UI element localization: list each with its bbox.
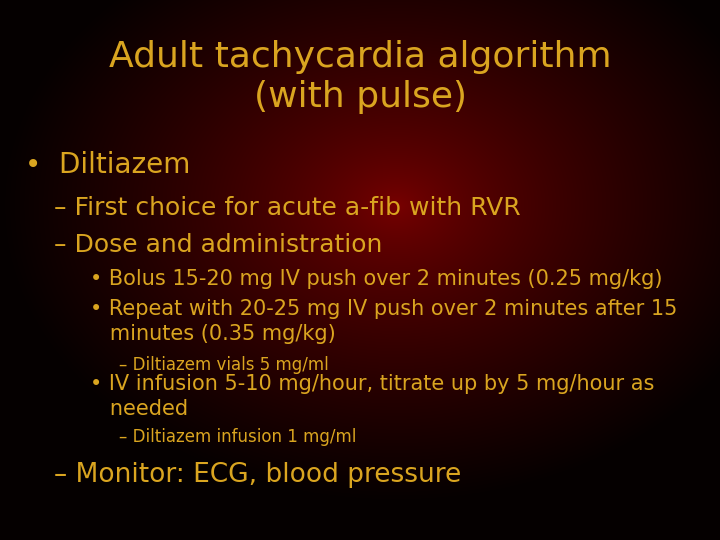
- Text: •  Diltiazem: • Diltiazem: [25, 151, 191, 179]
- Text: – First choice for acute a-fib with RVR: – First choice for acute a-fib with RVR: [54, 196, 521, 220]
- Text: – Diltiazem infusion 1 mg/ml: – Diltiazem infusion 1 mg/ml: [119, 428, 356, 447]
- Text: (with pulse): (with pulse): [253, 80, 467, 114]
- Text: Adult tachycardia algorithm: Adult tachycardia algorithm: [109, 40, 611, 73]
- Text: • Repeat with 20-25 mg IV push over 2 minutes after 15
   minutes (0.35 mg/kg): • Repeat with 20-25 mg IV push over 2 mi…: [90, 299, 678, 343]
- Text: • IV infusion 5-10 mg/hour, titrate up by 5 mg/hour as
   needed: • IV infusion 5-10 mg/hour, titrate up b…: [90, 375, 654, 419]
- Text: • Bolus 15-20 mg IV push over 2 minutes (0.25 mg/kg): • Bolus 15-20 mg IV push over 2 minutes …: [90, 269, 662, 289]
- Text: – Diltiazem vials 5 mg/ml: – Diltiazem vials 5 mg/ml: [119, 355, 328, 374]
- Text: – Monitor: ECG, blood pressure: – Monitor: ECG, blood pressure: [54, 462, 462, 488]
- Text: – Dose and administration: – Dose and administration: [54, 233, 382, 256]
